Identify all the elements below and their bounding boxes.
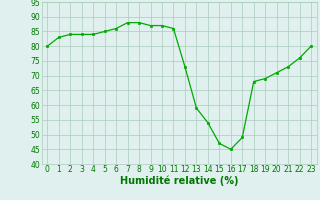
X-axis label: Humidité relative (%): Humidité relative (%) [120,176,238,186]
